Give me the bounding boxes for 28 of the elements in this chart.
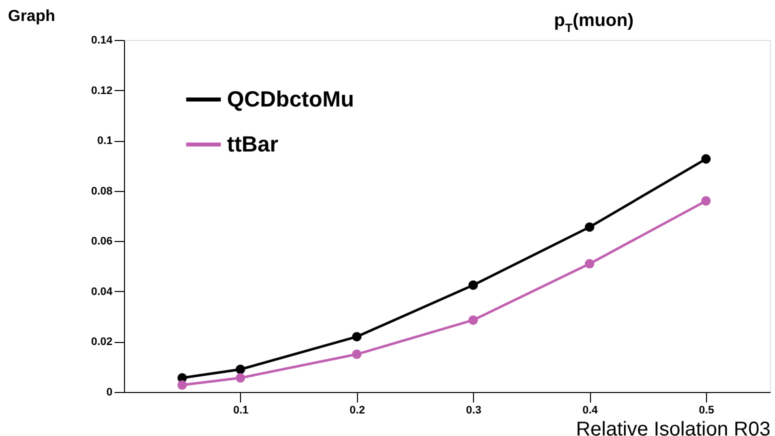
legend-label: ttBar <box>227 132 279 156</box>
legend-label: QCDbctoMu <box>227 86 354 112</box>
point <box>352 350 362 360</box>
x-tick-label: 0.3 <box>466 404 482 416</box>
y-tick-label: 0.02 <box>91 336 112 348</box>
y-tick-label: 0.08 <box>91 185 112 198</box>
x-tick-label: 0.5 <box>698 404 714 416</box>
y-tick-label: 0.1 <box>97 135 112 148</box>
y-tick-label: 0.06 <box>91 236 112 248</box>
y-tick-label: 0.14 <box>91 34 114 46</box>
point <box>177 380 187 390</box>
y-tick-label: 0.04 <box>91 286 114 298</box>
point <box>584 222 594 232</box>
y-tick-label: 0 <box>106 386 112 398</box>
point <box>468 315 478 325</box>
x-tick-label: 0.1 <box>233 404 249 416</box>
y-tick-label: 0.12 <box>91 84 112 97</box>
point <box>701 196 711 206</box>
x-tick-label: 0.4 <box>582 404 599 416</box>
point <box>584 259 594 269</box>
text: Graph <box>8 8 56 25</box>
x-axis-title: Relative Isolation R03 <box>576 418 770 436</box>
x-tick-label: 0.2 <box>350 404 365 416</box>
point <box>236 364 246 374</box>
point <box>236 373 246 383</box>
point <box>701 154 711 164</box>
point <box>352 332 362 342</box>
point <box>468 280 478 290</box>
